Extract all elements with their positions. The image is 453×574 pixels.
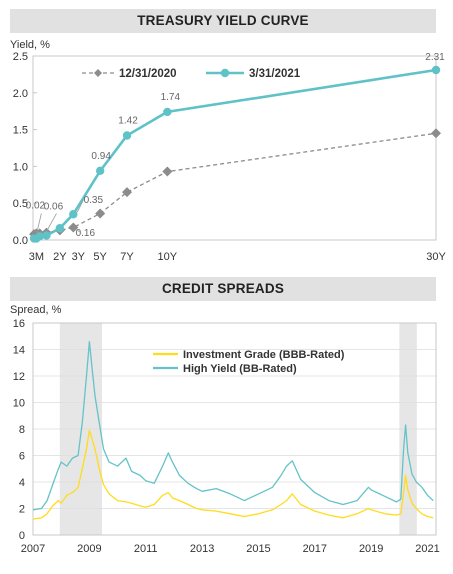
data-label: 0.35 (84, 195, 104, 206)
plot-frame (32, 55, 437, 241)
y-axis-label: Yield, % (10, 39, 50, 51)
data-point-2020 (95, 208, 106, 219)
legend-marker-2020 (94, 69, 102, 77)
y-tick-label: 1.5 (13, 125, 28, 137)
x-tick-label: 2013 (190, 543, 214, 555)
y-tick-label: 6 (19, 451, 25, 463)
data-point-2021 (431, 65, 441, 75)
x-tick-label: 3M (29, 251, 44, 263)
data-point-2021 (95, 166, 105, 176)
x-tick-label: 2021 (415, 543, 439, 555)
data-point-2020 (162, 166, 173, 177)
series-line-2020 (33, 132, 437, 235)
x-tick-label: 3Y (72, 251, 86, 263)
data-point-2021 (122, 131, 132, 140)
data-point-2020 (122, 187, 133, 198)
y-tick-label: 14 (13, 345, 25, 357)
y-tick-label: 2.5 (13, 51, 28, 63)
x-tick-label: 5Y (93, 251, 107, 263)
series-line-investment-grade (32, 429, 434, 520)
legend-label-2021: 3/31/2021 (249, 68, 301, 80)
series-line-high-yield (32, 340, 434, 511)
y-tick-label: 2.0 (13, 88, 28, 100)
x-tick-label: 2011 (134, 543, 158, 555)
plot-frame (32, 322, 437, 536)
data-label: 1.74 (161, 92, 181, 103)
data-point-2020 (431, 128, 441, 139)
y-tick-label: 12 (13, 371, 25, 383)
data-label: 0.94 (91, 151, 111, 162)
legend-label-investment-grade: Investment Grade (BBB-Rated) (183, 349, 345, 361)
x-tick-label: 30Y (426, 251, 446, 263)
y-axis-label: Spread, % (10, 304, 62, 316)
data-label: 0.16 (76, 228, 96, 239)
legend-label-2020: 12/31/2020 (119, 68, 177, 80)
yield-curve-title: TREASURY YIELD CURVE (10, 9, 436, 33)
credit-spreads-title: CREDIT SPREADS (10, 277, 436, 301)
data-label: 0.06 (44, 202, 64, 213)
y-tick-label: 16 (13, 318, 25, 330)
y-tick-label: 0.5 (13, 198, 28, 210)
x-tick-label: 2019 (359, 543, 383, 555)
y-tick-label: 8 (19, 424, 25, 436)
y-tick-label: 4 (19, 477, 25, 489)
y-tick-label: 2 (19, 504, 25, 516)
x-tick-label: 10Y (158, 251, 178, 263)
x-tick-label: 2017 (303, 543, 327, 555)
data-label: 1.42 (118, 115, 138, 126)
leader-line (46, 213, 57, 232)
legend-label-high-yield: High Yield (BB-Rated) (183, 363, 297, 375)
data-label: 0.02 (26, 201, 46, 212)
x-tick-label: 2009 (77, 543, 101, 555)
data-point-2021 (69, 210, 78, 219)
x-tick-label: 2015 (246, 543, 270, 555)
y-tick-label: 0.0 (13, 235, 28, 247)
x-tick-label: 2007 (21, 543, 45, 555)
data-label: 2.31 (425, 52, 445, 63)
y-tick-label: 1.0 (13, 161, 28, 173)
y-tick-label: 10 (13, 398, 25, 410)
data-point-2020 (68, 222, 79, 233)
data-point-2021 (42, 231, 51, 240)
data-point-2021 (163, 107, 172, 117)
x-tick-label: 7Y (120, 251, 134, 263)
leader-line (77, 229, 82, 234)
leader-line (76, 200, 84, 213)
leader-line (35, 213, 42, 235)
y-tick-label: 0 (19, 530, 25, 542)
data-point-2021 (55, 224, 65, 233)
x-tick-label: 2Y (53, 251, 67, 263)
legend-marker-2021 (220, 68, 230, 78)
data-point-2021 (35, 232, 44, 241)
